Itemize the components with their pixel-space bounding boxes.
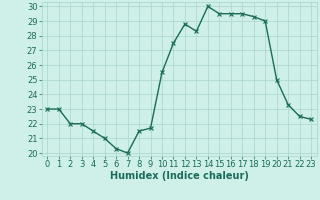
X-axis label: Humidex (Indice chaleur): Humidex (Indice chaleur): [110, 171, 249, 181]
